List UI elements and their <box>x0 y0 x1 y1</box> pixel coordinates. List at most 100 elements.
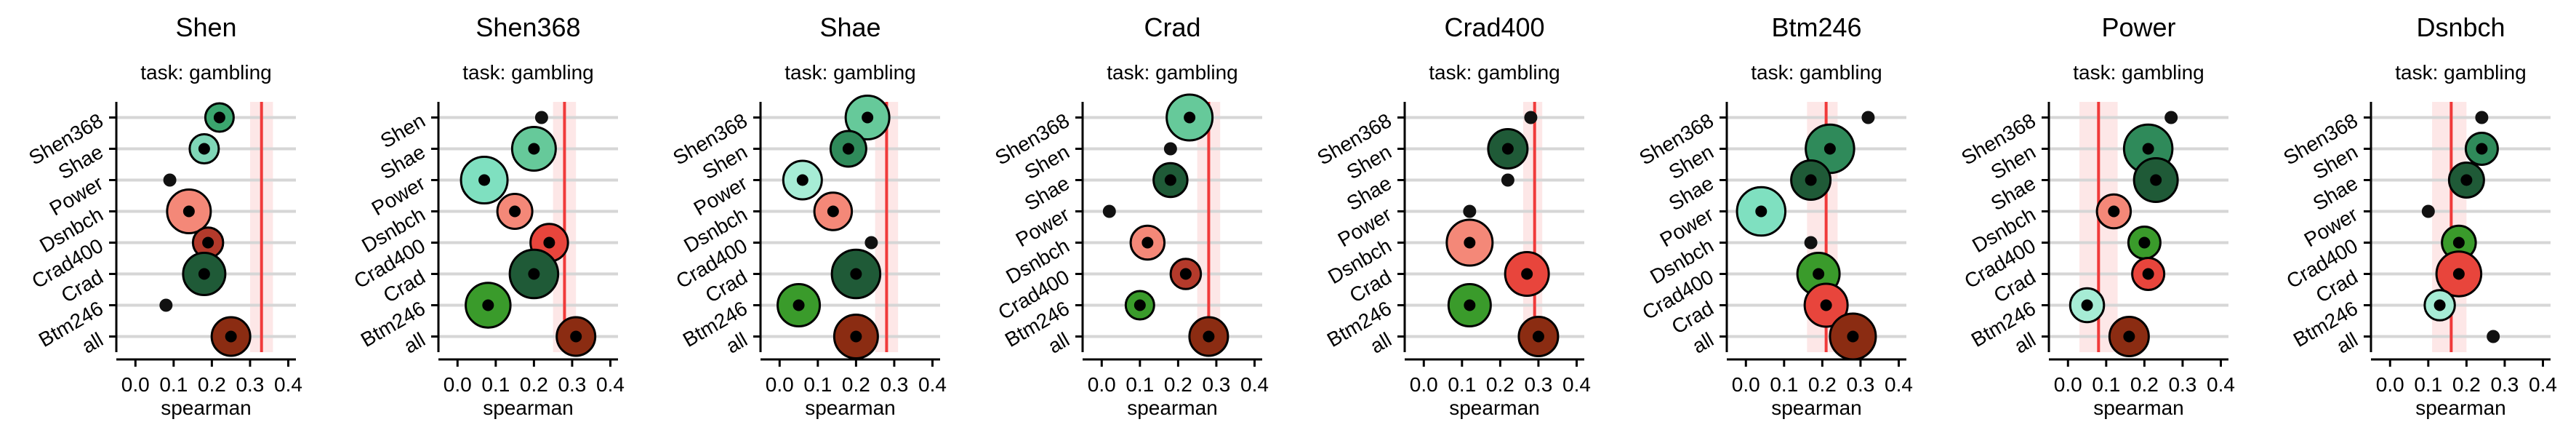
point-crad-center <box>1521 268 1533 280</box>
point-btm246-center <box>1464 299 1476 311</box>
panel-title: Shen368 <box>476 12 580 42</box>
point-shen368-center <box>862 111 874 124</box>
point-dsnbch-center <box>1464 236 1476 249</box>
point-power <box>163 173 177 187</box>
x-tick-label: 0.4 <box>1885 373 1913 396</box>
y-tick-label: Shen <box>377 109 429 153</box>
x-tick-label: 0.3 <box>1846 373 1874 396</box>
x-axis-label: spearman <box>161 397 252 419</box>
panel-subtitle: task: gambling <box>140 61 272 84</box>
x-tick-label: 0.1 <box>2414 373 2442 396</box>
x-tick-label: 0.0 <box>1732 373 1760 396</box>
x-tick-label: 0.1 <box>481 373 510 396</box>
point-shae-center <box>1805 174 1817 186</box>
panel-dsnbch: Dsnbch task: gambling 0.0 0.1 0.2 0.3 0.4 spear… <box>2279 12 2557 419</box>
point-shae-center <box>1164 174 1176 186</box>
point-shen-center <box>2476 143 2488 155</box>
panel-subtitle: task: gambling <box>1107 61 1238 84</box>
x-axis-label: spearman <box>483 397 574 419</box>
point-btm246-center <box>482 299 494 311</box>
panel-title: Shae <box>819 12 880 42</box>
panel-title: Crad <box>1144 12 1200 42</box>
x-tick-label: 0.0 <box>1410 373 1438 396</box>
x-tick-label: 0.2 <box>520 373 548 396</box>
x-axis-label: spearman <box>1449 397 1540 419</box>
point-shen-center <box>2142 143 2154 155</box>
point-all-center <box>1203 330 1215 343</box>
x-tick-label: 0.4 <box>2529 373 2557 396</box>
x-tick-label: 0.1 <box>1126 373 1154 396</box>
panel-title: Power <box>2101 12 2175 42</box>
x-tick-label: 0.4 <box>918 373 947 396</box>
y-tick-label: all <box>1688 328 1717 358</box>
x-tick-label: 0.2 <box>1486 373 1514 396</box>
point-shen-center <box>842 143 854 155</box>
x-tick-label: 0.2 <box>2130 373 2159 396</box>
point-crad400 <box>864 236 878 250</box>
panel-btm246: Btm246 task: gambling 0.0 0.1 0.2 0.3 0.4 spear… <box>1635 12 1913 419</box>
x-axis-label: spearman <box>1771 397 1862 419</box>
x-tick-label: 0.3 <box>1524 373 1552 396</box>
x-tick-label: 0.3 <box>880 373 908 396</box>
point-shen <box>534 111 548 124</box>
point-dsnbch <box>1804 236 1818 250</box>
point-crad-center <box>850 268 862 280</box>
x-tick-label: 0.0 <box>2054 373 2082 396</box>
point-all-center <box>570 330 582 343</box>
x-tick-label: 0.3 <box>1202 373 1230 396</box>
point-power <box>2421 204 2435 218</box>
panel-subtitle: task: gambling <box>462 61 594 84</box>
point-btm246-center <box>1133 299 1146 311</box>
point-shae <box>1501 173 1514 187</box>
point-btm246 <box>159 298 173 312</box>
x-tick-label: 0.0 <box>444 373 472 396</box>
panel-subtitle: task: gambling <box>2395 61 2527 84</box>
point-dsnbch-center <box>2108 205 2120 218</box>
point-shae-center <box>2150 174 2162 186</box>
x-tick-label: 0.2 <box>842 373 870 396</box>
x-tick-label: 0.2 <box>198 373 226 396</box>
x-tick-label: 0.1 <box>2092 373 2120 396</box>
point-shen368-center <box>213 111 225 124</box>
point-shae-center <box>198 143 210 155</box>
point-shen368 <box>1524 111 1538 124</box>
point-dsnbch-center <box>509 205 521 218</box>
x-tick-label: 0.4 <box>274 373 302 396</box>
point-crad400-center <box>2452 236 2465 249</box>
point-power <box>1463 204 1477 218</box>
point-all-center <box>1847 330 1859 343</box>
y-tick-label: all <box>78 328 107 358</box>
point-crad400-center <box>1813 268 1825 280</box>
point-shae-center <box>2460 174 2473 186</box>
panel-subtitle: task: gambling <box>785 61 916 84</box>
x-tick-label: 0.1 <box>803 373 832 396</box>
point-shen368 <box>2164 111 2178 124</box>
y-tick-label: all <box>2332 328 2362 358</box>
panel-title: Btm246 <box>1771 12 1861 42</box>
panel-title: Dsnbch <box>2416 12 2505 42</box>
panel-crad: Crad task: gambling 0.0 0.1 0.2 0.3 0.4 spearma… <box>991 12 1269 419</box>
point-btm246-center <box>793 299 805 311</box>
y-tick-label: all <box>2010 328 2039 358</box>
panel-crad400: Crad400 task: gambling 0.0 0.1 0.2 0.3 0.4 spea… <box>1313 12 1591 419</box>
point-dsnbch-center <box>827 205 839 218</box>
point-dsnbch-center <box>182 205 195 218</box>
point-all-center <box>2123 330 2135 343</box>
x-tick-label: 0.4 <box>1240 373 1269 396</box>
point-crad-center <box>1820 299 1832 311</box>
x-tick-label: 0.3 <box>2490 373 2519 396</box>
point-power-center <box>1755 205 1768 218</box>
point-all-center <box>850 330 862 343</box>
panel-shae: Shae task: gambling 0.0 0.1 0.2 0.3 0.4 spearma… <box>669 12 947 419</box>
point-crad400-center <box>543 236 555 249</box>
x-tick-label: 0.2 <box>1164 373 1192 396</box>
x-tick-label: 0.0 <box>766 373 794 396</box>
point-dsnbch-center <box>1141 236 1154 249</box>
point-btm246-center <box>2433 299 2446 311</box>
x-tick-label: 0.4 <box>596 373 625 396</box>
y-tick-label: all <box>722 328 751 358</box>
x-tick-label: 0.4 <box>1562 373 1591 396</box>
point-crad-center <box>528 268 540 280</box>
x-tick-label: 0.0 <box>1088 373 1116 396</box>
